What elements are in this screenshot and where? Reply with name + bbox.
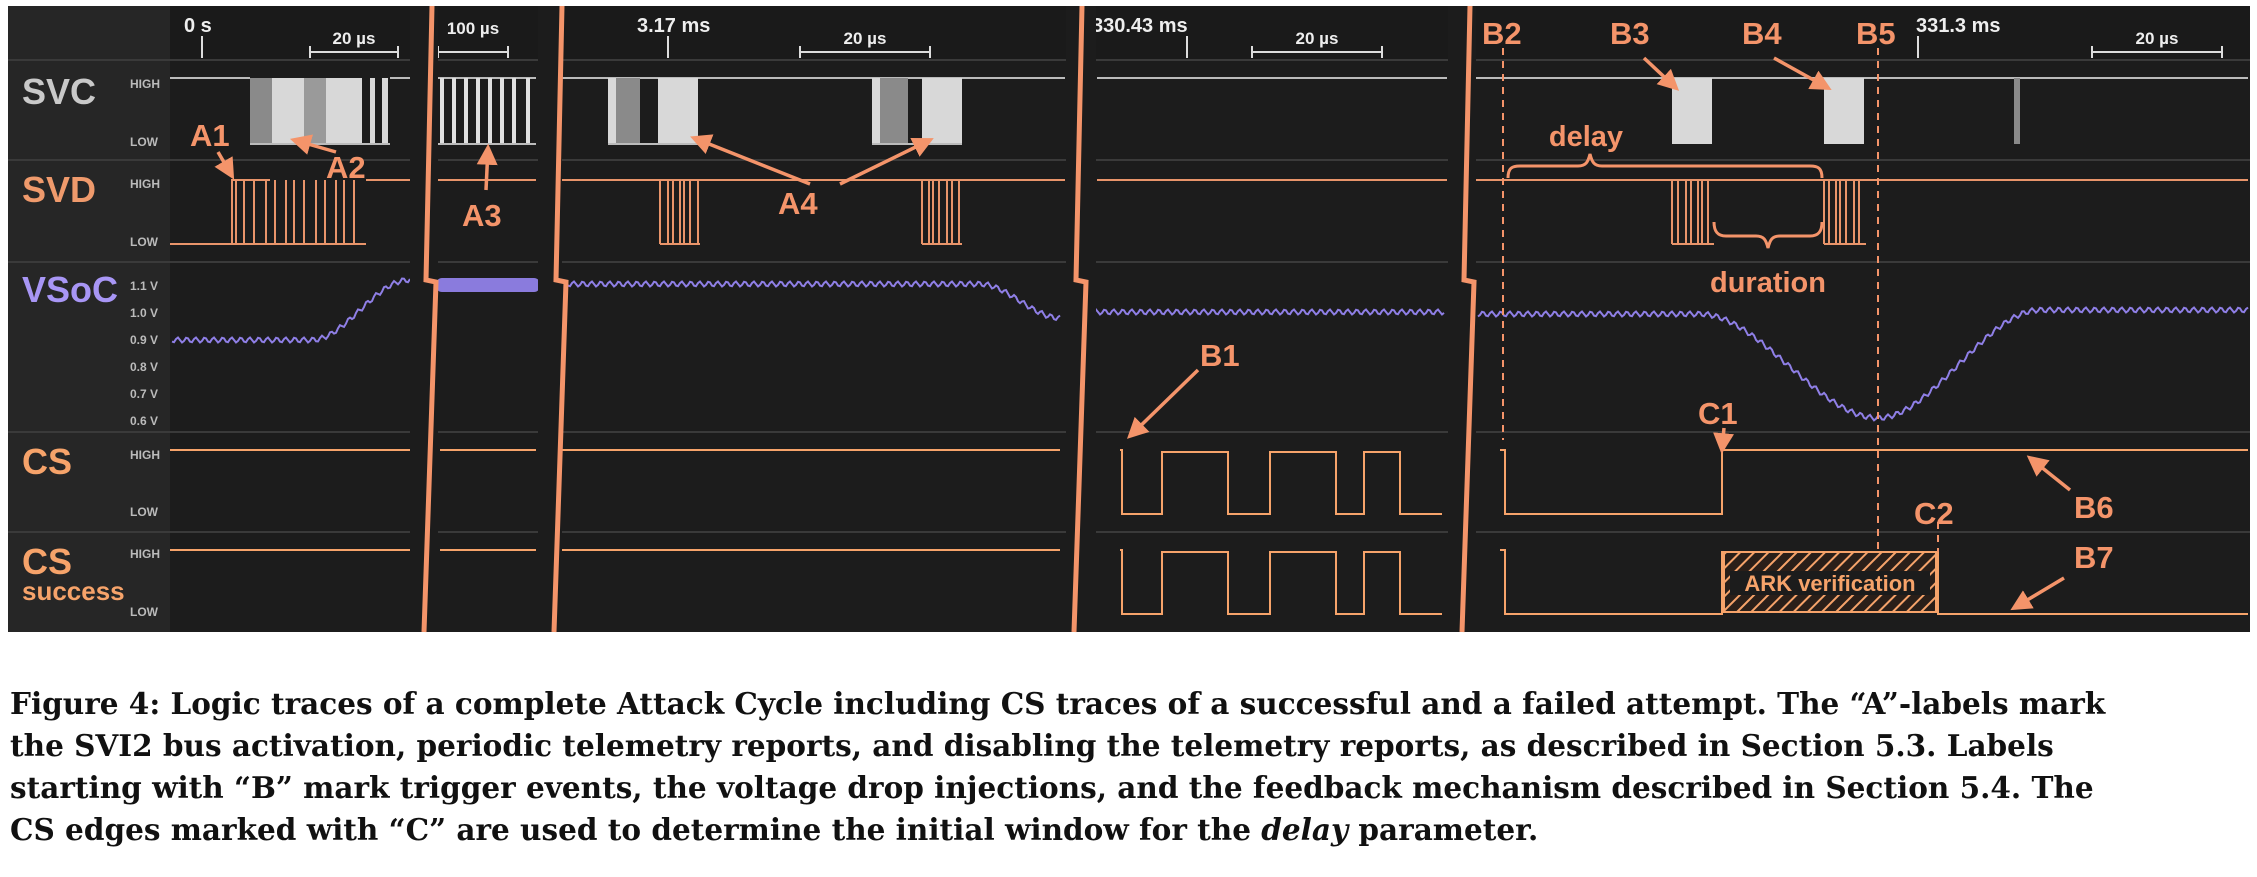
label-b5: B5 [1856,16,1896,51]
time-label-331-3ms: 331.3 ms [1916,15,2001,37]
svc-trace [170,77,2248,145]
annotation-braces [1506,153,1824,249]
channel-low-svd: LOW [130,235,159,249]
label-delay: delay [1549,121,1623,153]
vsoc-tick-0-9: 0.9 V [130,333,158,347]
label-b7: B7 [2074,540,2114,575]
channel-high-svd: HIGH [130,177,160,191]
label-b6: B6 [2074,490,2114,525]
time-ruler-labels: 0 s 20 µs 100 µs 3.17 ms 20 µs 330.43 ms… [184,15,2178,48]
channel-name-cs-success: CS [22,541,72,582]
channel-name-cs: CS [22,441,72,482]
scale-label-seg4: 20 µs [1296,29,1339,48]
caption-line-2: the SVI2 bus activation, periodic teleme… [10,728,2054,763]
time-ruler [201,36,2223,58]
svd-bursts [235,180,1866,245]
channel-subname-cs-success: success [22,576,125,606]
vsoc-trace [171,277,2249,422]
channel-low-cs-success: LOW [130,605,159,619]
caption-line-4-start: CS edges marked with “C” are used to det… [10,812,1262,847]
label-a1: A1 [190,118,230,153]
channel-high-cs-success: HIGH [130,547,160,561]
vsoc-tick-0-7: 0.7 V [130,387,158,401]
channel-label-panel [8,6,170,632]
caption-delay-term: delay [1261,812,1349,847]
vsoc-dense-telemetry [436,278,540,292]
channel-high-svc: HIGH [130,77,160,91]
channel-name-vsoc: VSoC [22,269,118,310]
time-label-0s: 0 s [184,15,212,37]
caption-line-1: Figure 4: Logic traces of a complete Att… [10,686,2106,721]
channel-low-svc: LOW [130,135,159,149]
label-c2: C2 [1914,496,1954,531]
cs-trace [170,449,2248,515]
scale-label-seg1: 20 µs [333,29,376,48]
vsoc-tick-1-0: 1.0 V [130,306,158,320]
label-b3: B3 [1610,16,1650,51]
time-label-330-43ms: 330.43 ms [1092,15,1188,37]
scale-label-seg3: 20 µs [844,29,887,48]
vsoc-tick-0-6: 0.6 V [130,414,158,428]
timeline-breaks [410,5,1477,633]
channel-name-svd: SVD [22,169,96,210]
time-ruler-background [170,6,2250,60]
scale-label-seg5: 20 µs [2136,29,2179,48]
scale-label-seg2: 100 µs [447,19,499,38]
ark-label-background [1730,571,1930,595]
ark-verification-label: ARK verification [1744,571,1915,596]
label-b4: B4 [1742,16,1782,51]
caption-line-4: CS edges marked with “C” are used to det… [10,809,2247,851]
annotation-arrows [214,56,2072,611]
vsoc-tick-0-8: 0.8 V [130,360,158,374]
channel-name-svc: SVC [22,71,96,112]
vsoc-tick-1-1: 1.1 V [130,279,158,293]
cs-success-trace [170,549,2248,615]
annotation-labels: A1 A2 A3 A4 B1 B2 B3 B4 B5 B6 B7 C1 C2 d… [190,16,2114,575]
label-c1: C1 [1698,396,1738,431]
caption-line-3: starting with “B” mark trigger events, t… [10,770,2094,805]
channel-labels: SVC HIGH LOW SVD HIGH LOW VSoC 1.1 V 1.0… [22,71,160,619]
time-label-3-17ms: 3.17 ms [637,15,710,37]
logic-trace-figure: SVC HIGH LOW SVD HIGH LOW VSoC 1.1 V 1.0… [8,5,2250,633]
trace-background [8,6,2250,632]
channel-low-cs: LOW [130,505,159,519]
label-duration: duration [1710,267,1826,299]
figure-caption: Figure 4: Logic traces of a complete Att… [10,683,2247,851]
caption-line-4-end: parameter. [1348,812,1539,847]
label-a3: A3 [462,198,502,233]
channel-high-cs: HIGH [130,448,160,462]
label-a4: A4 [778,186,818,221]
label-a2: A2 [326,150,366,185]
label-b1: B1 [1200,338,1240,373]
label-b2: B2 [1482,16,1522,51]
